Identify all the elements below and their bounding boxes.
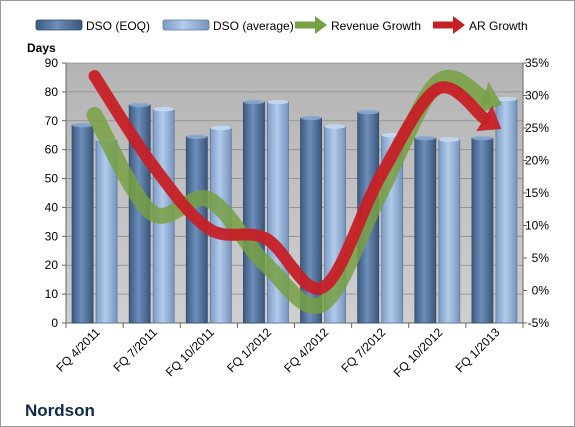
x-tick-label: FQ 10/2011 — [163, 325, 217, 379]
legend-item-dso-average: DSO (average) — [162, 19, 294, 33]
y-tick-label: 30 — [45, 229, 59, 243]
legend-item-revenue-growth: Revenue Growth — [295, 16, 421, 34]
bar-top-highlight — [153, 107, 175, 112]
legend-label-dso-eoq: DSO (EOQ) — [86, 19, 150, 33]
bar-top-highlight — [471, 135, 493, 141]
x-tick-label: FQ 10/2012 — [391, 325, 446, 380]
bar-top-highlight — [438, 137, 460, 142]
x-tick-label: FQ 1/2012 — [224, 325, 274, 375]
x-tick-label: FQ 1/2013 — [453, 325, 503, 375]
y2-tick-label: 5% — [532, 251, 550, 265]
y-tick-label: 50 — [45, 172, 59, 186]
y-tick-label: 80 — [45, 85, 59, 99]
arrowhead-revenue-growth — [477, 82, 503, 115]
bar-dso-average — [438, 139, 461, 324]
legend-label-ar-growth: AR Growth — [469, 19, 528, 33]
y2-tick-label: 25% — [525, 121, 549, 135]
y-tick-label: 20 — [45, 258, 59, 272]
y-tick-label: 0 — [51, 316, 58, 330]
legend-arrowhead-ar-growth — [453, 16, 465, 34]
x-tick-label: FQ 4/2012 — [281, 325, 331, 375]
y-tick-label: 70 — [45, 114, 59, 128]
y2-tick-label: 35% — [525, 56, 549, 70]
y2-tick-label: -5% — [528, 316, 550, 330]
bar-dso-eoq — [471, 137, 494, 324]
legend-label-revenue-growth: Revenue Growth — [331, 19, 421, 33]
legend-swatch-dso-eoq — [35, 19, 83, 31]
y2-tick-label: 10% — [525, 219, 549, 233]
bar-top-highlight — [357, 109, 379, 115]
bar-top-highlight — [300, 115, 322, 121]
y2-tick-label: 30% — [525, 89, 549, 103]
legend-swatch-dso-average — [162, 19, 210, 31]
company-name: Nordson — [25, 401, 95, 420]
y2-tick-label: 20% — [525, 154, 549, 168]
bar-top-highlight — [210, 125, 232, 131]
bar-top-highlight — [243, 99, 265, 105]
y-tick-label: 40 — [45, 200, 59, 214]
line-ar-growth — [88, 70, 491, 295]
y2-tick-label: 15% — [525, 186, 549, 200]
bar-dso-eoq — [71, 124, 94, 324]
bar-top-highlight — [72, 122, 94, 128]
legend-item-ar-growth: AR Growth — [433, 16, 528, 34]
bar-top-highlight — [186, 134, 208, 139]
y-axis-title: Days — [27, 41, 56, 55]
bar-dso-eoq — [414, 137, 437, 324]
y-tick-label: 90 — [45, 56, 59, 70]
arrowhead-ar-growth — [476, 105, 502, 132]
y-tick-label: 10 — [45, 287, 59, 301]
bar-top-highlight — [324, 124, 346, 129]
plot-layer: 0 10 20 30 40 50 60 70 80 90 -5% 0% 5% 10% 15% 20% 25% 30… — [45, 56, 550, 380]
y-tick-label: 60 — [45, 143, 59, 157]
bar-top-highlight — [414, 135, 436, 141]
legend-label-dso-average: DSO (average) — [213, 19, 294, 33]
x-tick-label: FQ 7/2012 — [338, 325, 388, 375]
x-tick-label: FQ 4/2011 — [53, 325, 103, 375]
legend-arrowhead-revenue-growth — [315, 16, 327, 34]
legend: DSO (EOQ) DSO (average) Revenue Growth A… — [35, 16, 528, 34]
legend-item-dso-eoq: DSO (EOQ) — [35, 19, 150, 33]
bar-top-highlight — [129, 102, 151, 108]
y2-tick-label: 0% — [532, 284, 550, 298]
x-tick-label: FQ 7/2011 — [110, 325, 160, 375]
bar-dso-eoq — [243, 101, 265, 324]
bar-top-highlight — [495, 96, 517, 102]
bar-top-highlight — [267, 99, 289, 105]
bar-dso-average — [495, 98, 518, 324]
